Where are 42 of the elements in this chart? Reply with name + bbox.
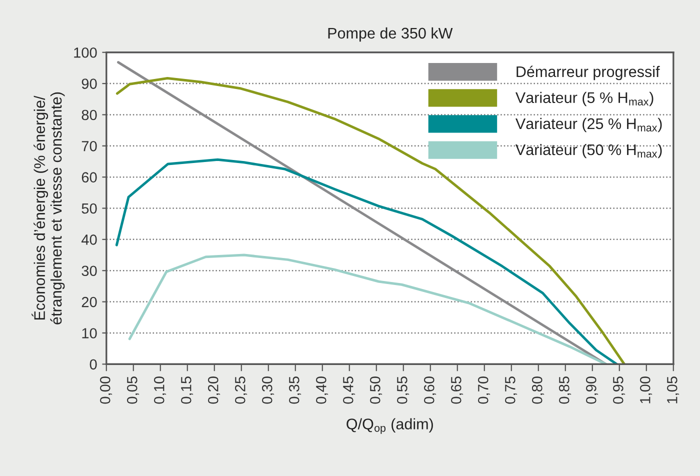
x-tick-label: 0,10: [154, 376, 166, 404]
y-tick-label: 70: [82, 140, 97, 152]
y-tick-label: 80: [82, 110, 97, 120]
x-tick-label: 0,20: [208, 376, 220, 404]
x-tick-label: 0,05: [126, 376, 140, 404]
y-tick-label: 20: [82, 296, 97, 308]
y-tick-label: 0: [90, 359, 97, 370]
y-tick-label: 40: [81, 234, 97, 245]
x-tick-label: 0,90: [586, 376, 598, 404]
legend-label: Variateur (5 % H$_{max}$): [515, 92, 654, 106]
y-tick-label: 90: [82, 78, 97, 89]
y-tick-label: 100: [74, 47, 97, 58]
legend-label: Variateur (50 % H$_{max}$): [515, 144, 662, 158]
x-tick-label: 0,40: [316, 376, 328, 404]
y-axis-title: Économies d’énergie (% énergie/ étranglement et vitesse constante): [32, 92, 65, 324]
x-tick-label: 1,05: [666, 376, 680, 404]
x-tick-label: 0,65: [450, 376, 464, 404]
x-tick-label: 0,30: [262, 376, 274, 404]
y-tick-label: 30: [82, 266, 97, 276]
line-series: [128, 254, 608, 364]
x-tick-label: 0,80: [532, 376, 544, 404]
x-tick-label: 0,70: [478, 376, 490, 404]
x-tick-label: 0,15: [180, 376, 194, 404]
x-tick-label: 0,60: [424, 376, 436, 404]
chart-title: Pompe de 350 kW: [328, 27, 453, 42]
y-tick-label: 60: [82, 172, 97, 182]
x-tick-label: 0,00: [100, 376, 112, 404]
x-axis-title: Q/Q$_{op}$ (adim): [346, 418, 433, 434]
y-tick-label: 10: [82, 328, 97, 338]
x-tick-label: 0,75: [504, 376, 518, 404]
x-tick-label: 0,25: [234, 376, 248, 404]
legend-label: Variateur (25 % H$_{max}$): [515, 118, 662, 132]
y-tick-label: 50: [82, 203, 97, 214]
x-tick-label: 0,45: [342, 376, 356, 404]
legend-label: Démarreur progressif: [516, 66, 660, 80]
x-tick-label: 1,00: [640, 376, 652, 404]
x-tick-label: 0,95: [612, 376, 626, 404]
x-tick-label: 0,50: [370, 376, 382, 404]
x-tick-label: 0,85: [558, 376, 572, 404]
x-tick-label: 0,55: [396, 376, 410, 404]
x-tick-label: 0,35: [288, 376, 302, 404]
line-series: [115, 158, 618, 364]
